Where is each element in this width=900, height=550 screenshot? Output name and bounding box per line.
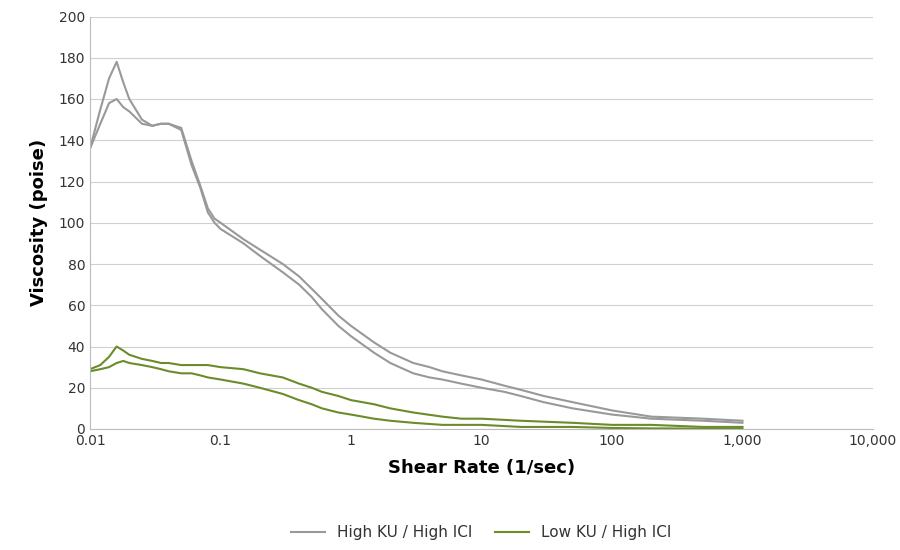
High KU / High ICI: [209, 215, 220, 222]
High KU / High ICI: [306, 285, 317, 292]
Low KU / High ICI: [567, 420, 578, 426]
High KU / High ICI: [424, 364, 435, 371]
High KU / High ICI: [94, 106, 105, 113]
Low KU / High ICI: [293, 381, 304, 387]
High KU / High ICI: [698, 415, 708, 422]
High KU / High ICI: [85, 145, 95, 152]
Low KU / High ICI: [147, 358, 158, 364]
Low KU / High ICI: [163, 360, 174, 366]
Low KU / High ICI: [317, 388, 328, 395]
Low KU / High ICI: [118, 348, 129, 354]
High KU / High ICI: [567, 399, 578, 405]
Low KU / High ICI: [516, 417, 526, 424]
High KU / High ICI: [124, 96, 135, 102]
Low KU / High ICI: [137, 356, 148, 362]
High KU / High ICI: [118, 79, 129, 86]
High KU / High ICI: [176, 125, 186, 131]
Low KU / High ICI: [277, 374, 288, 381]
Y-axis label: Viscosity (poise): Viscosity (poise): [30, 139, 48, 306]
High KU / High ICI: [436, 368, 447, 375]
Line: High KU / High ICI: High KU / High ICI: [90, 62, 742, 421]
Low KU / High ICI: [346, 397, 356, 404]
Legend: High KU / High ICI, Low KU / High ICI: High KU / High ICI, Low KU / High ICI: [285, 519, 678, 546]
Low KU / High ICI: [306, 384, 317, 391]
High KU / High ICI: [500, 382, 510, 389]
High KU / High ICI: [456, 372, 467, 378]
X-axis label: Shear Rate (1/sec): Shear Rate (1/sec): [388, 459, 575, 477]
High KU / High ICI: [112, 59, 122, 65]
High KU / High ICI: [137, 117, 148, 123]
Line: Low KU / High ICI: Low KU / High ICI: [90, 346, 742, 427]
Low KU / High ICI: [408, 409, 418, 416]
Low KU / High ICI: [456, 415, 467, 422]
High KU / High ICI: [385, 349, 396, 356]
Low KU / High ICI: [186, 362, 197, 369]
High KU / High ICI: [646, 414, 657, 420]
Low KU / High ICI: [255, 370, 266, 377]
Low KU / High ICI: [202, 362, 213, 369]
Low KU / High ICI: [215, 364, 226, 371]
Low KU / High ICI: [333, 393, 344, 399]
Low KU / High ICI: [607, 421, 617, 428]
Low KU / High ICI: [176, 362, 186, 369]
High KU / High ICI: [147, 123, 158, 129]
High KU / High ICI: [538, 393, 549, 399]
High KU / High ICI: [104, 75, 114, 81]
Low KU / High ICI: [369, 401, 380, 408]
High KU / High ICI: [476, 376, 487, 383]
High KU / High ICI: [346, 322, 356, 329]
High KU / High ICI: [277, 261, 288, 267]
Low KU / High ICI: [737, 424, 748, 430]
High KU / High ICI: [516, 387, 526, 393]
High KU / High ICI: [333, 312, 344, 319]
High KU / High ICI: [238, 236, 249, 243]
Low KU / High ICI: [238, 366, 249, 372]
High KU / High ICI: [607, 407, 617, 414]
Low KU / High ICI: [104, 354, 114, 360]
Low KU / High ICI: [112, 343, 122, 350]
High KU / High ICI: [255, 246, 266, 253]
Low KU / High ICI: [698, 424, 708, 430]
High KU / High ICI: [408, 360, 418, 366]
High KU / High ICI: [195, 183, 206, 189]
High KU / High ICI: [293, 273, 304, 279]
High KU / High ICI: [369, 339, 380, 346]
Low KU / High ICI: [436, 414, 447, 420]
High KU / High ICI: [156, 120, 166, 127]
Low KU / High ICI: [85, 366, 95, 372]
High KU / High ICI: [202, 205, 213, 212]
Low KU / High ICI: [156, 360, 166, 366]
Low KU / High ICI: [385, 405, 396, 411]
High KU / High ICI: [317, 296, 328, 303]
High KU / High ICI: [163, 120, 174, 127]
High KU / High ICI: [186, 157, 197, 164]
High KU / High ICI: [215, 219, 226, 226]
Low KU / High ICI: [195, 362, 206, 369]
Low KU / High ICI: [94, 362, 105, 369]
Low KU / High ICI: [476, 415, 487, 422]
Low KU / High ICI: [646, 421, 657, 428]
High KU / High ICI: [737, 417, 748, 424]
Low KU / High ICI: [124, 351, 135, 358]
